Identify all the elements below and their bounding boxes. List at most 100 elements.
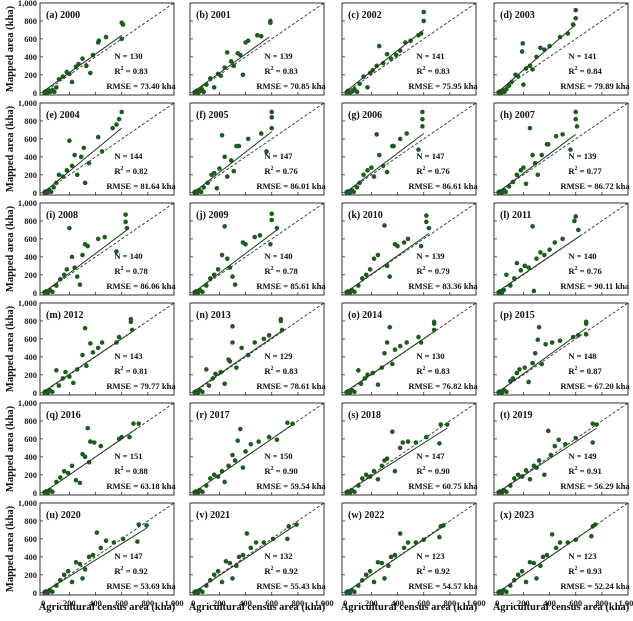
data-point (64, 267, 70, 272)
data-point (418, 243, 424, 249)
data-point (211, 572, 217, 578)
n-label: N = 143 (114, 351, 142, 361)
data-point (119, 36, 125, 42)
data-point (96, 38, 102, 43)
data-point (90, 552, 96, 558)
n-label: N = 151 (114, 451, 142, 461)
data-point (285, 420, 290, 426)
r2-label: R2 = 0.88 (114, 466, 148, 476)
r2-superscript: 2 (423, 466, 426, 472)
data-point (356, 368, 361, 373)
data-point (574, 124, 580, 129)
data-point (245, 38, 251, 43)
data-point (531, 288, 537, 294)
data-point (67, 225, 72, 231)
data-point (538, 250, 543, 255)
x-tick-label: 200 (213, 598, 226, 608)
rmse-label: RMSE = 79.89 kha (560, 81, 630, 91)
fit-line (496, 427, 597, 494)
panel-4: 0 200 400 600 800 1,000 (e) 2004 N = 144 R2 = 0.… (5, 98, 176, 198)
panel-16: 0 200 400 600 800 1,000 (q) 2016 N = 151 R2 = 0.… (5, 398, 176, 498)
data-point (215, 267, 221, 272)
r2-symbol: R (416, 166, 423, 176)
r2-symbol: R (114, 166, 121, 176)
data-point (261, 336, 267, 342)
data-point (230, 452, 235, 458)
n-label: N = 139 (568, 151, 596, 161)
data-point (388, 56, 394, 61)
r2-symbol: R (568, 566, 575, 576)
data-point (234, 365, 239, 370)
one-to-one-line (345, 402, 477, 494)
y-tick-label: 1,000 (18, 298, 37, 308)
data-point (51, 185, 57, 190)
data-point (531, 560, 537, 566)
data-point (421, 9, 427, 15)
r2-superscript: 2 (271, 66, 274, 72)
rmse-label: RMSE = 75.95 kha (408, 81, 478, 91)
y-tick-label: 0 (33, 88, 37, 98)
data-point (560, 236, 565, 242)
r2-value: = 0.92 (124, 566, 148, 576)
x-tick-label: 600 (569, 598, 582, 608)
r2-value: = 0.83 (426, 66, 450, 76)
panel-5: (f) 2005 N = 147 R2 = 0.76 RMSE = 86.01 kha (189, 102, 326, 196)
data-point (530, 67, 535, 72)
rmse-label: RMSE = 83.36 kha (408, 281, 478, 291)
data-point (86, 160, 92, 166)
data-point (519, 49, 525, 54)
data-point (573, 15, 579, 21)
rmse-label: RMSE = 86.72 kha (560, 181, 630, 191)
data-point (553, 545, 559, 551)
n-label: N = 140 (568, 251, 596, 261)
fit-line (192, 36, 270, 93)
data-point (405, 439, 411, 444)
data-point (95, 345, 101, 351)
data-point (371, 579, 377, 585)
data-point (67, 71, 72, 77)
y-tick-label: 200 (24, 70, 37, 80)
x-tick-label: 200 (365, 598, 378, 608)
data-point (515, 472, 521, 478)
data-point (227, 359, 233, 364)
panel-label: (w) 2022 (348, 510, 384, 521)
data-point (530, 152, 535, 158)
panel-label: (m) 2012 (46, 310, 84, 321)
data-point (510, 376, 516, 381)
r2-label: R2 = 0.83 (264, 366, 297, 376)
data-point (144, 523, 149, 528)
data-point (514, 260, 520, 266)
rmse-label: RMSE = 59.54 kha (256, 481, 326, 491)
data-point (539, 361, 545, 367)
data-point (365, 85, 370, 90)
data-point (583, 321, 589, 326)
data-point (354, 89, 360, 95)
y-tick-label: 200 (24, 270, 37, 280)
panel-1: (b) 2001 N = 139 R2 = 0.83 RMSE = 70.85 kha (189, 2, 326, 96)
y-tick-label: 800 (24, 516, 37, 526)
data-point (557, 34, 563, 40)
y-tick-label: 1,000 (18, 398, 37, 408)
fit-line (42, 127, 123, 194)
data-point (217, 166, 222, 171)
data-point (85, 425, 91, 431)
r2-symbol: R (264, 466, 271, 476)
data-point (56, 172, 62, 178)
data-point (223, 559, 229, 564)
r2-superscript: 2 (423, 166, 426, 172)
data-point (392, 552, 398, 558)
data-point (205, 180, 210, 186)
n-label: N = 130 (416, 351, 444, 361)
x-tick-label: 800 (443, 598, 456, 608)
data-point (215, 568, 221, 574)
data-point (527, 125, 533, 131)
data-point (530, 360, 535, 366)
data-point (269, 109, 275, 115)
data-point (227, 560, 233, 566)
data-point (268, 20, 273, 26)
r2-value: = 0.83 (274, 66, 298, 76)
data-point (388, 554, 394, 560)
data-point (583, 332, 589, 337)
data-point (573, 435, 579, 441)
